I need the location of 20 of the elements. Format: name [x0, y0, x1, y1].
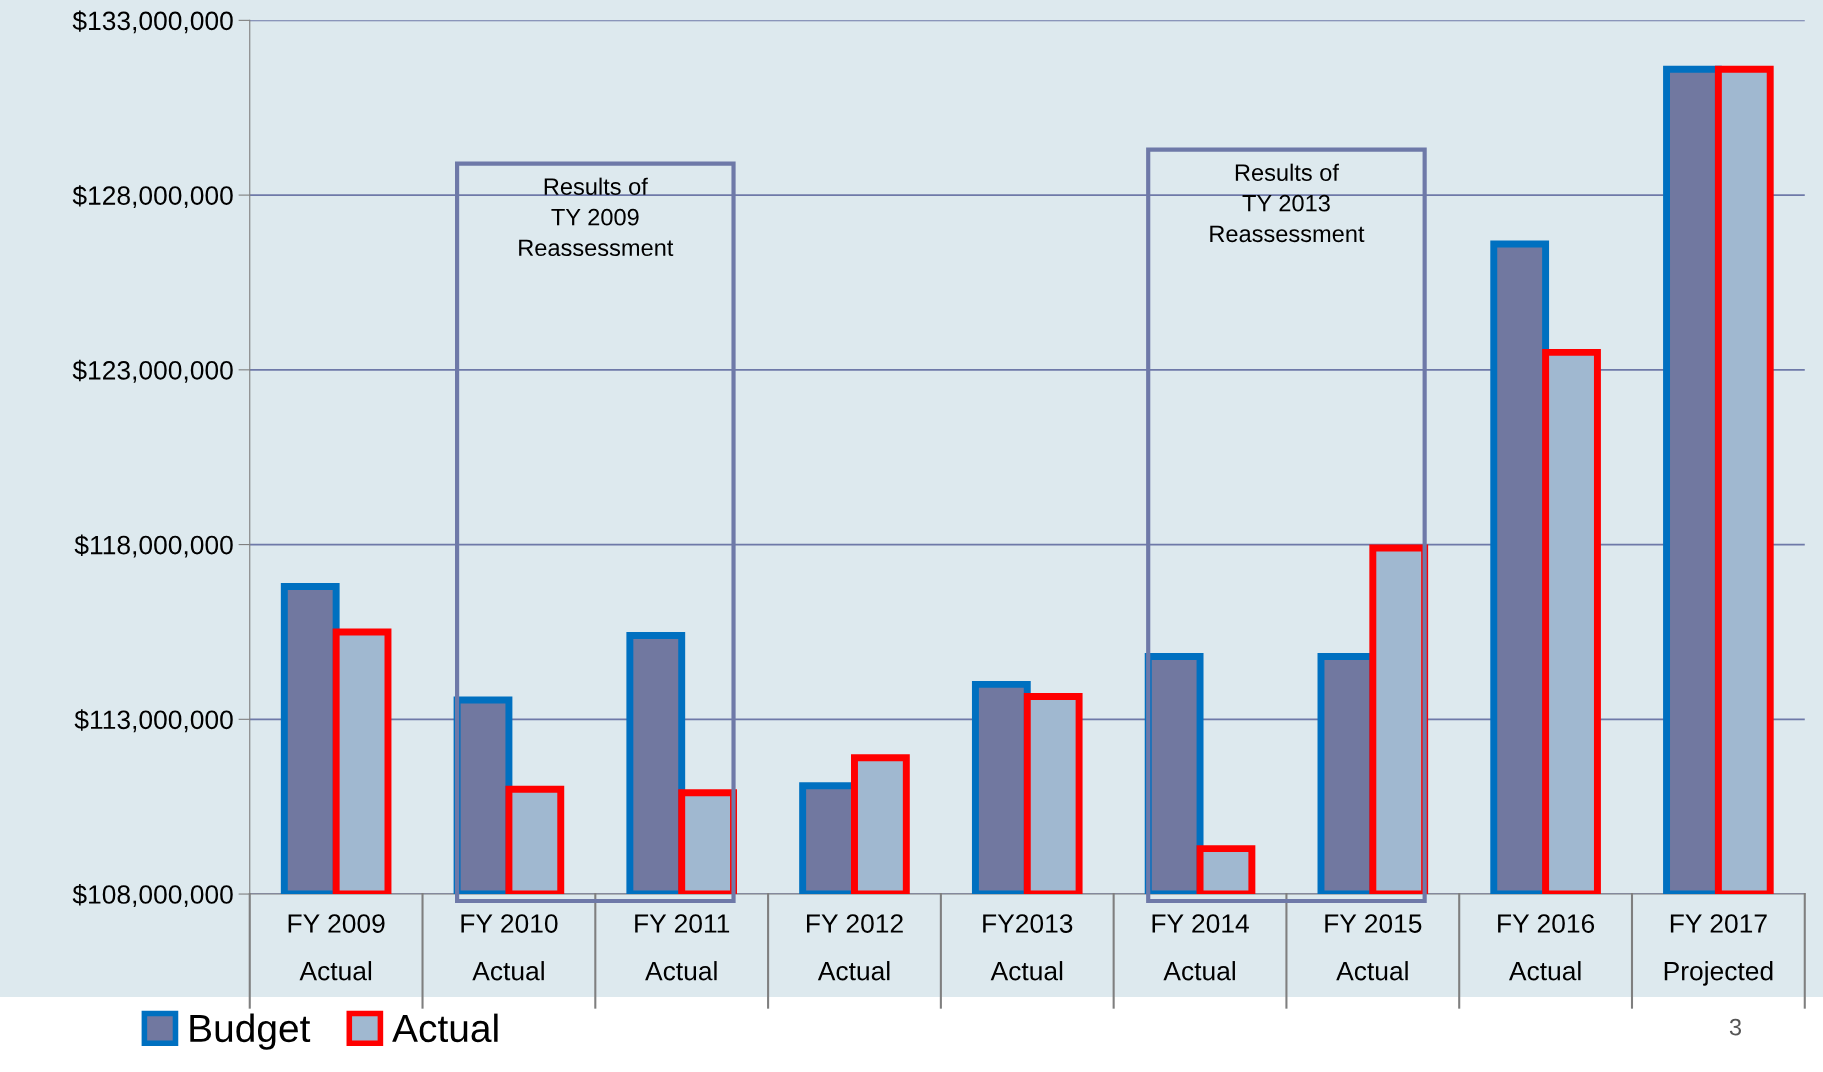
y-tick-label: $108,000,000	[72, 884, 233, 907]
x-tick-label: FY2013 Actual	[983, 914, 1073, 981]
x-tick-label: FY 2010 Actual	[461, 914, 558, 981]
y-tick-label: $123,000,000	[72, 359, 233, 383]
x-tick-label: FY 2016 Actual	[1498, 914, 1595, 981]
text: 3	[1729, 1018, 1742, 1036]
x-tick-label: FY 2011 Actual	[635, 914, 730, 981]
y-tick-label: $133,000,000	[72, 10, 233, 34]
legend-label: Budget	[190, 1013, 311, 1050]
y-tick-label: $113,000,000	[74, 709, 233, 733]
y-tick-label: $128,000,000	[72, 185, 233, 209]
x-tick-label: FY 2017 Projected	[1664, 914, 1773, 986]
x-tick-label: FY 2009 Actual	[288, 914, 385, 981]
annotation: Results of TY 2013 Reassessment	[1210, 163, 1365, 243]
x-tick-label: FY 2015 Actual	[1325, 914, 1422, 981]
legend-label: Actual	[392, 1013, 498, 1043]
x-tick-label: FY 2014 Actual	[1152, 914, 1249, 981]
y-tick-label: $118,000,000	[74, 534, 233, 558]
x-tick-label: FY 2012 Actual	[807, 914, 903, 981]
annotation: Results of TY 2009 Reassessment	[519, 177, 674, 257]
